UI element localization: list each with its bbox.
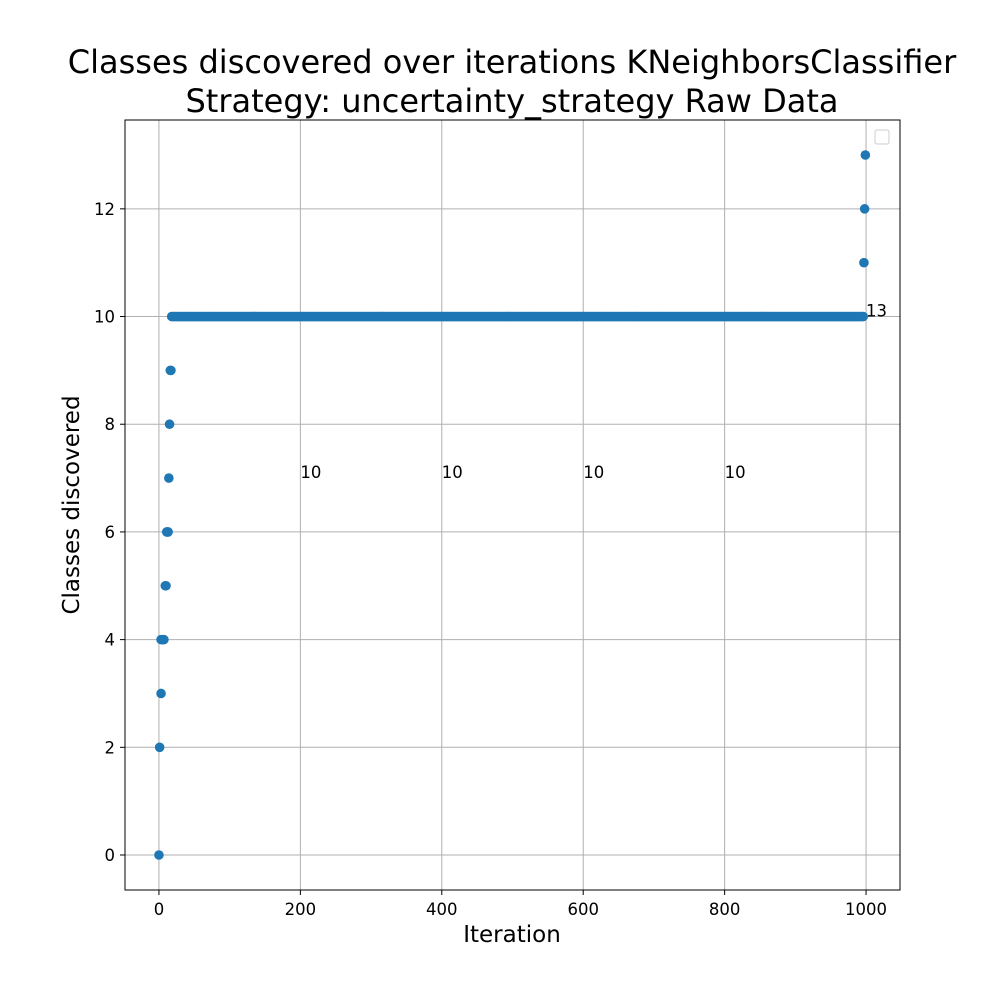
annotations: 10 10 10 10 13 (300, 302, 887, 483)
data-point (859, 204, 870, 214)
data-point (161, 580, 171, 591)
data-annotation: 10 (300, 463, 321, 482)
y-tick-label: 2 (105, 738, 116, 757)
data-annotation: 10 (725, 463, 746, 482)
plateau-point (858, 311, 869, 322)
data-point (166, 365, 176, 376)
data-annotation: 10 (442, 463, 463, 482)
x-tick-label: 1000 (845, 900, 887, 919)
y-tick-label: 0 (105, 846, 116, 865)
y-axis-label: Classes discovered (59, 395, 85, 614)
data-point (154, 742, 165, 753)
data-point (154, 850, 164, 860)
chart-title-line-2: Strategy: uncertainty_strategy Raw Data (185, 82, 838, 120)
plateau-series (166, 311, 869, 322)
y-tick-label: 12 (94, 200, 115, 219)
x-tick-label: 600 (567, 900, 599, 919)
x-tick-label: 200 (285, 900, 317, 919)
y-tick-label: 8 (105, 415, 116, 434)
x-tick-label: 400 (426, 900, 458, 919)
data-point (164, 419, 175, 430)
data-annotation: 13 (866, 302, 887, 321)
y-tick-label: 4 (105, 631, 116, 650)
x-tick-label: 800 (709, 900, 741, 919)
x-tick-label: 0 (154, 900, 165, 919)
data-point (164, 473, 174, 483)
data-point (859, 257, 869, 268)
data-point (163, 527, 173, 537)
data-point (860, 150, 871, 160)
chart-title-line-1: Classes discovered over iterations KNeig… (68, 43, 957, 81)
plot-frame (124, 119, 901, 891)
x-axis-ticks: 0 200 400 600 800 1000 (154, 890, 887, 919)
y-axis-ticks: 0 2 4 6 8 10 12 (94, 200, 125, 865)
legend-box (874, 129, 890, 145)
y-tick-label: 6 (105, 523, 116, 542)
x-axis-label: Iteration (463, 922, 561, 948)
data-annotation: 10 (583, 463, 604, 482)
data-points (154, 150, 871, 860)
y-tick-label: 10 (94, 308, 115, 327)
data-point (156, 688, 166, 699)
data-point (159, 634, 169, 645)
